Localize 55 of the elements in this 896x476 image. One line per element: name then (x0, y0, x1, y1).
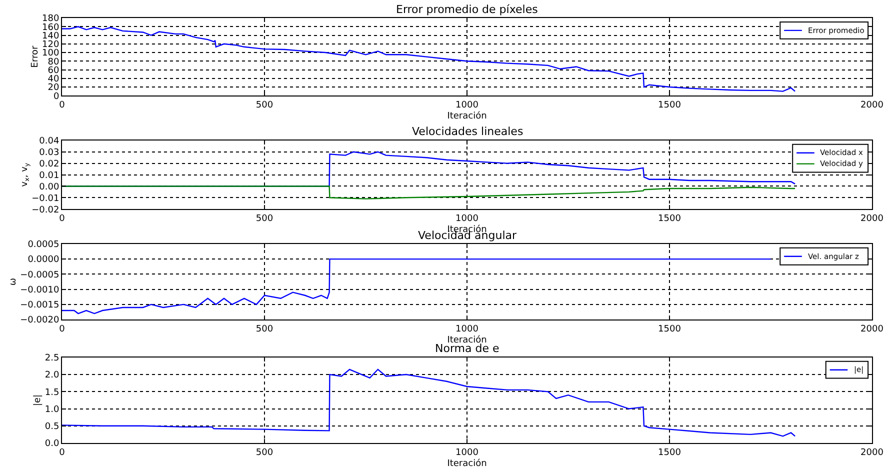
x-tick-label: 1000 (456, 100, 479, 110)
y-tick-label: 0.04 (39, 136, 60, 147)
x-tick-label: 1500 (658, 214, 682, 224)
x-tick-label: 1000 (456, 448, 479, 458)
x-tick-label: 2000 (860, 324, 884, 334)
x-tick-label: 500 (256, 100, 274, 110)
y-tick-label: 2.0 (44, 370, 60, 381)
y-tick-label: 1.0 (44, 404, 60, 415)
y-tick-label: 0 (53, 92, 60, 102)
x-tick-label: 2000 (860, 448, 884, 458)
y-tick-label: 100 (42, 48, 60, 59)
x-tick-label: 1000 (456, 324, 479, 334)
x-tick-label: 500 (256, 324, 274, 334)
y-axis-title: |e| (33, 394, 44, 406)
x-tick-label: 500 (256, 214, 274, 224)
line-series (62, 26, 796, 92)
x-tick-label: 2000 (860, 100, 884, 110)
y-tick-label: 0.0005 (28, 240, 60, 250)
x-tick-label: 500 (256, 448, 274, 458)
y-tick-label: 0.01 (39, 170, 60, 181)
y-axis-title: ω (8, 278, 19, 286)
y-axis-title: Error (30, 46, 40, 68)
x-axis-title: Iteración (447, 110, 487, 122)
y-tick-label: 120 (42, 40, 60, 50)
x-tick-label: 1500 (658, 324, 682, 334)
y-tick-label: 60 (48, 66, 60, 76)
x-tick-label: 1500 (658, 100, 682, 110)
y-tick-label: 0.0000 (28, 255, 60, 266)
y-tick-label: 0.0 (44, 439, 60, 450)
y-tick-label: 0.00 (39, 182, 60, 192)
y-tick-label: −0.01 (32, 194, 60, 204)
line-series (62, 368, 796, 437)
y-tick-label: 2.5 (44, 354, 60, 364)
chart-title: Error promedio de píxeles (396, 3, 538, 16)
y-tick-label: 80 (48, 57, 60, 68)
y-tick-label: −0.0005 (20, 270, 60, 280)
x-tick-label: 1500 (658, 448, 682, 458)
line-series (62, 258, 772, 314)
y-tick-label: −0.02 (32, 205, 60, 216)
x-tick-label: 2000 (860, 214, 884, 224)
y-tick-label: −0.0020 (20, 316, 60, 326)
x-axis-title: Iteración (447, 458, 487, 469)
y-tick-label: 140 (42, 31, 60, 42)
y-tick-label: 1.5 (44, 388, 60, 398)
y-tick-label: 0.02 (39, 159, 60, 170)
y-tick-label: −0.0015 (20, 300, 60, 311)
y-tick-label: 160 (42, 22, 60, 33)
y-tick-label: 20 (48, 83, 60, 94)
line-series (62, 186, 796, 200)
y-tick-label: 180 (42, 14, 60, 24)
chart-title: Velocidades lineales (412, 125, 524, 138)
y-tick-label: 0.5 (44, 422, 60, 432)
y-tick-label: −0.0010 (20, 285, 60, 296)
x-tick-label: 1000 (456, 214, 479, 224)
y-tick-label: 0.03 (39, 148, 60, 158)
